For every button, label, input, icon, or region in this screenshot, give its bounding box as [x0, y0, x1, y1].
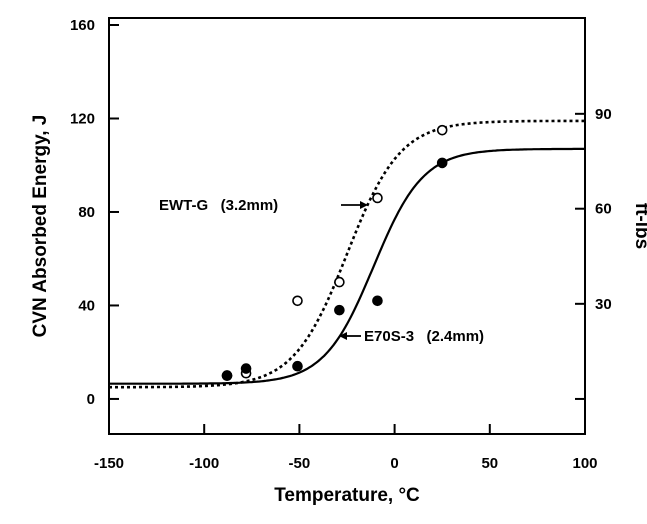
- open-circle-point: [372, 192, 383, 204]
- y2-tick-label: 60: [595, 201, 612, 218]
- fit-curve-series-1: [109, 147, 585, 385]
- filled-circle-point: [334, 304, 345, 316]
- filled-circle-point: [372, 295, 383, 307]
- open-circle-point: [292, 295, 303, 307]
- y-tick-label: 0: [87, 391, 95, 408]
- y-tick-label: 120: [70, 110, 95, 127]
- y2-tick-label: 90: [595, 106, 612, 123]
- filled-circle-point: [240, 363, 252, 374]
- x-tick-label: -100: [189, 455, 219, 472]
- axes: 0 40 80 120 160 30 60 90 -150 -100 -50 0 50 100: [70, 17, 612, 472]
- y-tick-label: 160: [70, 17, 95, 34]
- labels: Temperature, °C CVN Absorbed Energy, J ft-…: [30, 115, 647, 506]
- x-tick-label: 100: [572, 455, 597, 472]
- x-tick-label: 50: [481, 455, 498, 472]
- annotation-arrowhead-e70s3: [339, 332, 347, 340]
- open-circle-point: [436, 124, 448, 136]
- plot-frame: [108, 17, 586, 435]
- filled-circle-point: [221, 370, 233, 381]
- annotation-arrowhead-ewt-g: [360, 201, 368, 209]
- x-axis-title: Temperature, °C: [274, 485, 420, 506]
- filled-circle-point: [436, 157, 448, 169]
- annotation-ewt-g: EWT-G (3.2mm): [159, 197, 278, 214]
- series: [109, 119, 585, 389]
- y-tick-label: 40: [78, 297, 95, 314]
- filled-circle-point: [292, 360, 303, 372]
- fit-curve-series-0: [109, 119, 585, 389]
- x-tick-label: -150: [94, 455, 124, 472]
- y-axis-title: CVN Absorbed Energy, J: [30, 115, 51, 338]
- x-tick-label: -50: [289, 455, 311, 472]
- x-tick-label: 0: [390, 455, 398, 472]
- annotation-e70s3: E70S-3 (2.4mm): [364, 328, 484, 345]
- y-tick-label: 80: [78, 204, 95, 221]
- plot-area: [108, 17, 586, 435]
- y2-axis-title: ft-lbs: [631, 203, 647, 249]
- open-circle-point: [334, 276, 345, 288]
- y2-tick-label: 30: [595, 296, 612, 313]
